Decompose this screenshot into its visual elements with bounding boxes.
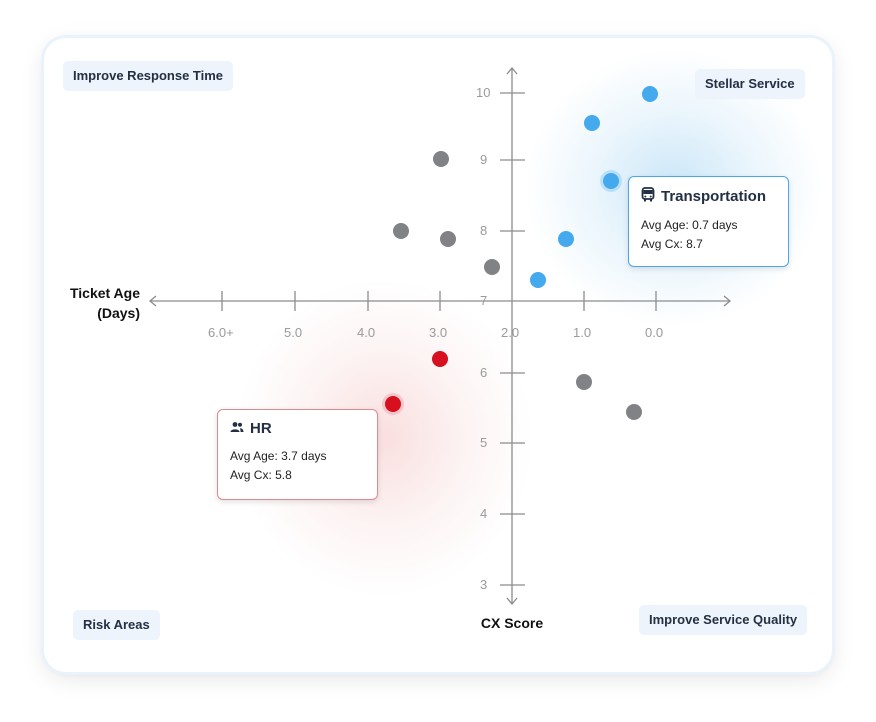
y-tick-label: 10 (476, 85, 491, 100)
gray-points (393, 151, 642, 420)
x-tick-label: 3.0 (429, 325, 448, 340)
x-axis-title-line2: (Days) (97, 305, 140, 321)
y-tick-label: 9 (480, 152, 488, 167)
y-tick-label: 5 (480, 435, 488, 450)
x-axis-title-line1: Ticket Age (69, 285, 140, 301)
quadrant-label-improve-service-quality: Improve Service Quality (639, 605, 808, 635)
chart-card: Improve Response Time Stellar Service Ri… (44, 38, 832, 672)
quadrant-label-improve-response-time: Improve Response Time (63, 61, 234, 91)
tooltip-title: HR (250, 420, 272, 437)
axes (148, 66, 732, 606)
x-tick-label: 5.0 (284, 325, 303, 340)
tooltip-transportation: Transportation Avg Age: 0.7 days Avg Cx:… (628, 176, 789, 267)
x-tick-label: 2.0 (501, 325, 520, 340)
tooltip-avg-age: Avg Age: 3.7 days (230, 449, 327, 463)
blue-points (530, 86, 658, 288)
y-tick-label: 7 (480, 293, 488, 308)
y-tick-label: 6 (480, 365, 488, 380)
tooltip-avg-cx: Avg Cx: 8.7 (641, 237, 703, 251)
tooltip-avg-age: Avg Age: 0.7 days (641, 218, 738, 232)
x-tick-label: 1.0 (573, 325, 592, 340)
y-tick-label: 8 (480, 223, 488, 238)
tooltip-hr: HR Avg Age: 3.7 days Avg Cx: 5.8 (217, 409, 378, 500)
red-points (382, 351, 448, 415)
bus-icon (641, 187, 655, 206)
tooltip-avg-cx: Avg Cx: 5.8 (230, 468, 292, 482)
quadrant-label-risk-areas: Risk Areas (73, 610, 160, 640)
x-axis-title: Ticket Age (Days) (62, 283, 140, 323)
y-tick-label: 3 (480, 577, 488, 592)
x-tick-label: 6.0+ (208, 325, 234, 340)
y-axis-title: CX Score (480, 615, 544, 631)
y-tick-label: 4 (480, 506, 488, 521)
x-tick-label: 0.0 (645, 325, 664, 340)
quadrant-label-stellar-service: Stellar Service (695, 69, 805, 99)
scatter-plot (148, 66, 732, 606)
tooltip-title: Transportation (661, 188, 767, 205)
x-tick-label: 4.0 (357, 325, 376, 340)
users-icon (230, 420, 244, 437)
